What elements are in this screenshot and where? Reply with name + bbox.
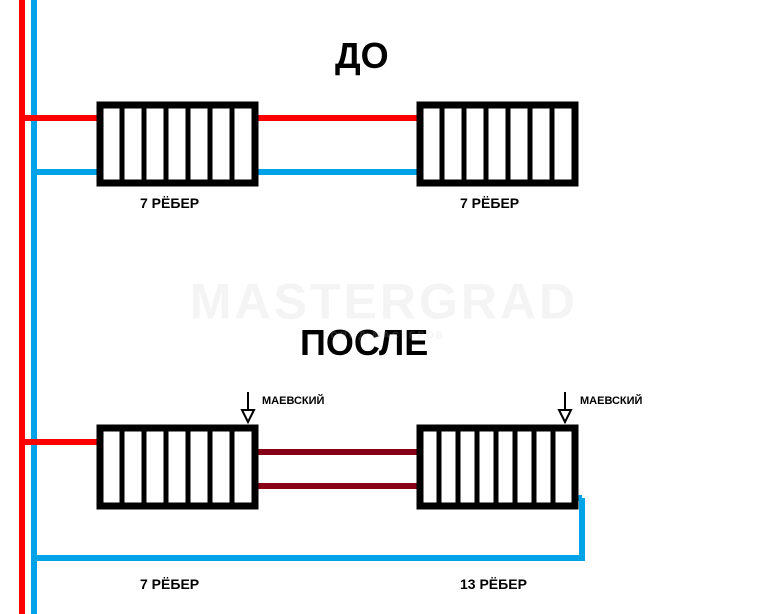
- before-rad2-label: 7 РЁБЕР: [460, 195, 519, 211]
- maevsky-arrow-1: [242, 392, 254, 422]
- before-rad1-label: 7 РЁБЕР: [140, 195, 199, 211]
- maevsky-arrow-2: [559, 392, 571, 422]
- after-title: ПОСЛЕ: [300, 322, 428, 364]
- maevsky-label-2: МАЕВСКИЙ: [580, 395, 642, 407]
- after-rad1-label: 7 РЁБЕР: [140, 576, 199, 592]
- before-radiator-2: [420, 105, 575, 183]
- before-radiator-1: [100, 105, 255, 183]
- after-rad2-label: 13 РЁБЕР: [460, 576, 527, 592]
- maevsky-label-1: МАЕВСКИЙ: [262, 395, 324, 407]
- diagram-svg: [0, 0, 768, 614]
- before-title: ДО: [335, 35, 389, 77]
- after-radiator-2: [420, 428, 575, 506]
- after-radiator-1: [100, 428, 255, 506]
